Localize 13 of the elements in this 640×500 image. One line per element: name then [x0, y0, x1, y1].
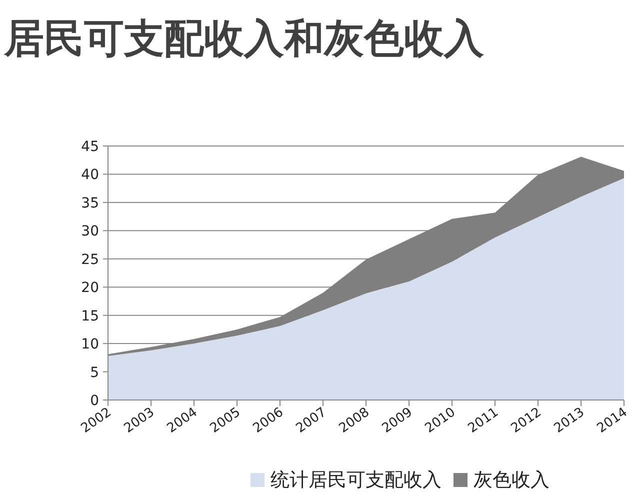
y-tick-label: 45	[81, 139, 99, 155]
y-tick-label: 20	[81, 280, 99, 296]
y-tick-label: 10	[81, 336, 99, 353]
y-tick-label: 30	[81, 224, 99, 240]
legend-label: 统计居民可支配收入	[270, 469, 442, 491]
y-tick-label: 15	[81, 308, 99, 324]
legend-label: 灰色收入	[474, 469, 550, 491]
y-tick-label: 25	[81, 252, 99, 268]
chart-title: 居民可支配收入和灰色收入	[3, 16, 485, 62]
y-tick-label: 5	[90, 364, 99, 381]
y-tick-label: 35	[81, 195, 99, 212]
y-tick-label: 40	[81, 167, 99, 184]
y-tick-label: 0	[90, 393, 99, 409]
